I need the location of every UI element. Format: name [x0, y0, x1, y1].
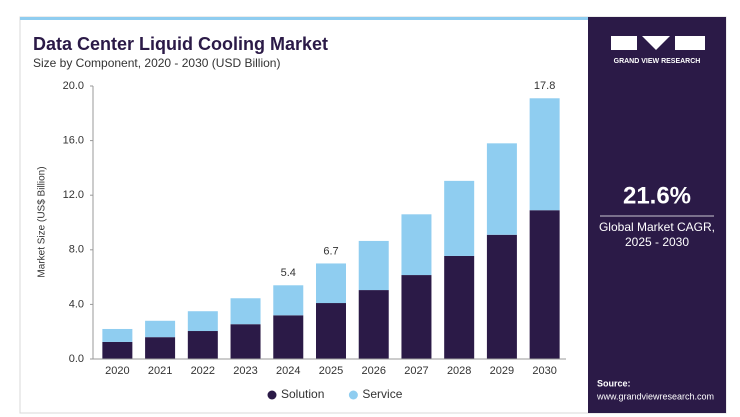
y-tick-label: 20.0 [63, 80, 84, 92]
bar-segment [145, 337, 176, 359]
bar-segment [102, 341, 133, 359]
x-tick-label: 2025 [319, 365, 343, 377]
x-tick-label: 2029 [490, 365, 514, 377]
source-url: www.grandviewresearch.com [596, 391, 714, 401]
bar-segment [358, 240, 389, 291]
legend-label: Solution [281, 387, 324, 401]
x-tick-label: 2023 [233, 365, 257, 377]
cagr-label: Global Market CAGR, [599, 220, 715, 234]
bar-segment [230, 324, 261, 359]
bar-segment [273, 315, 304, 359]
bar-segment [316, 303, 346, 359]
x-tick-label: 2024 [276, 365, 300, 377]
x-tick-label: 2028 [447, 365, 471, 377]
logo-block [675, 36, 705, 50]
bar-segment [145, 320, 176, 338]
y-tick-label: 12.0 [63, 189, 84, 201]
x-tick-label: 2027 [404, 365, 428, 377]
bar-segment [358, 290, 389, 359]
x-tick-label: 2030 [532, 365, 556, 377]
bar-segment [444, 255, 475, 359]
x-tick-label: 2021 [148, 365, 172, 377]
bar-segment [187, 331, 218, 359]
x-tick-label: 2022 [191, 365, 215, 377]
bar-segment [316, 263, 346, 304]
chart-title: Data Center Liquid Cooling Market [33, 34, 328, 54]
bar-segment [529, 98, 560, 211]
logo-block [642, 36, 670, 50]
legend-swatch [348, 390, 358, 400]
source-label: Source: [597, 378, 631, 388]
side-panel [588, 17, 726, 413]
y-tick-label: 4.0 [69, 298, 84, 310]
chart-subtitle: Size by Component, 2020 - 2030 (USD Bill… [33, 56, 280, 70]
bar-segment [529, 210, 560, 359]
y-tick-label: 0.0 [69, 353, 84, 365]
bar-segment [401, 275, 432, 359]
logo-block [611, 36, 637, 50]
bar-segment [444, 180, 475, 256]
bar-segment [401, 214, 432, 276]
bar-segment [187, 311, 218, 332]
legend-label: Service [362, 387, 402, 401]
cagr-value: 21.6% [623, 182, 691, 209]
x-tick-label: 2020 [105, 365, 129, 377]
bar-segment [230, 298, 261, 325]
x-tick-label: 2026 [361, 365, 385, 377]
cagr-label: 2025 - 2030 [625, 235, 689, 249]
y-tick-label: 16.0 [63, 135, 84, 147]
bar-segment [486, 234, 517, 359]
bar-segment [486, 143, 517, 235]
total-label: 17.8 [534, 80, 555, 92]
logo-text: GRAND VIEW RESEARCH [614, 58, 701, 65]
total-label: 6.7 [323, 245, 338, 257]
bar-segment [273, 285, 304, 316]
y-axis-label: Market Size (US$ Billion) [37, 166, 48, 277]
bar-segment [102, 328, 133, 342]
logo [611, 36, 705, 50]
legend-swatch [267, 390, 277, 400]
y-tick-label: 8.0 [69, 244, 84, 256]
top-strip [20, 17, 588, 20]
total-label: 5.4 [281, 267, 296, 279]
